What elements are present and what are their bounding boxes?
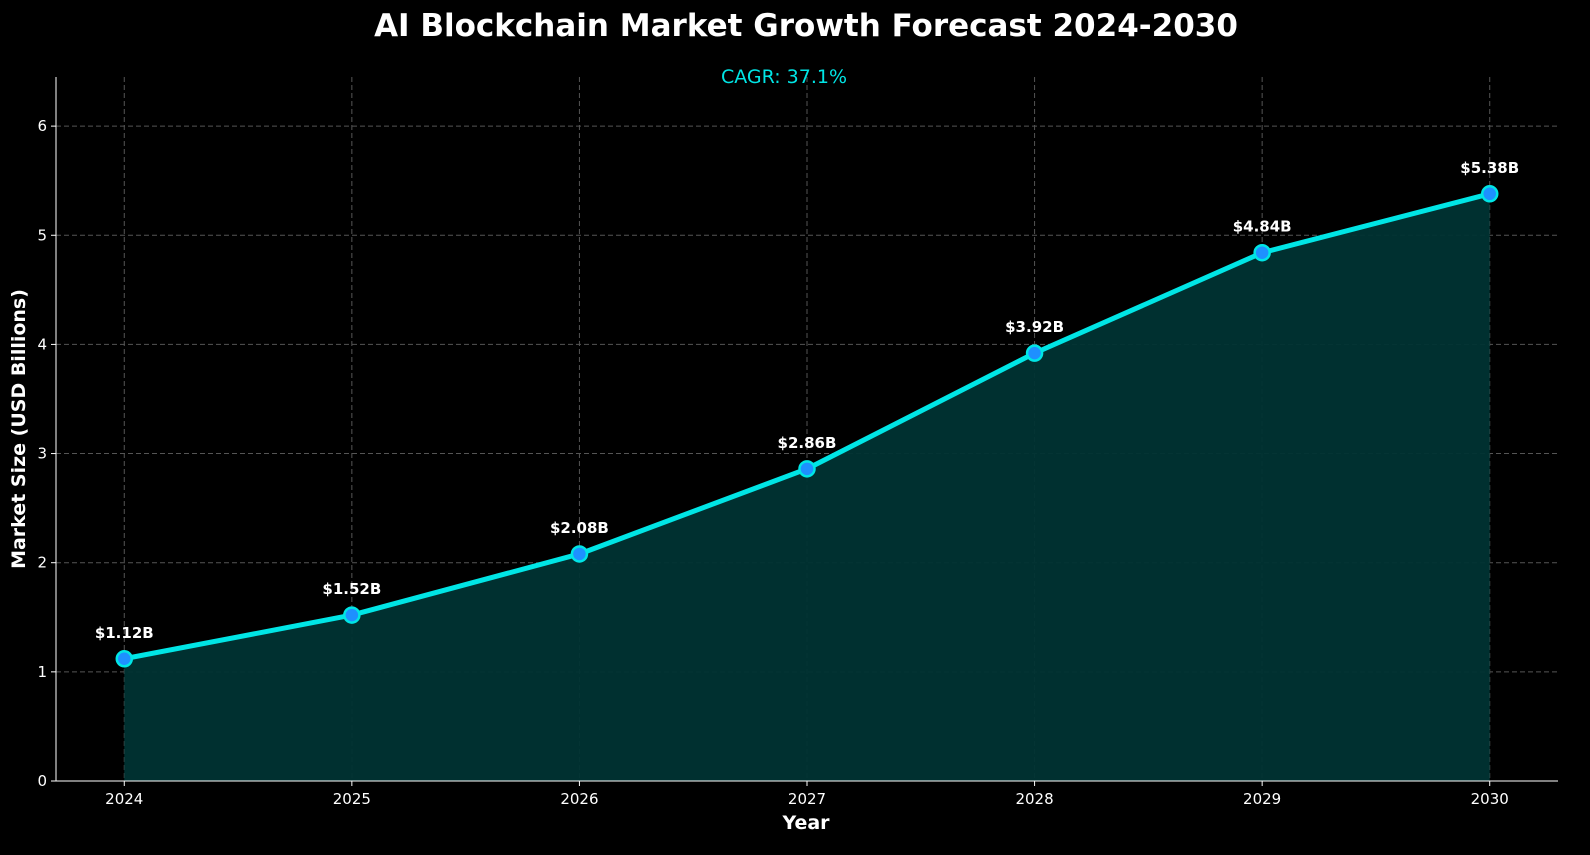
- data-label: $3.92B: [1005, 318, 1064, 336]
- data-point: [798, 460, 816, 478]
- y-tick-label: 6: [37, 117, 47, 135]
- x-tick-label: 2029: [1243, 790, 1281, 808]
- x-tick-label: 2030: [1471, 790, 1509, 808]
- y-tick-label: 1: [37, 663, 47, 681]
- x-tick-label: 2026: [560, 790, 598, 808]
- area-fill: [124, 193, 1490, 781]
- data-label: $2.08B: [550, 519, 609, 537]
- chart-subtitle: CAGR: 37.1%: [721, 66, 847, 88]
- marks: $1.12B $1.52B $2.08B $2.86B $3.92B $4.84B $5.3…: [95, 159, 1519, 668]
- chart-title: AI Blockchain Market Growth Forecast 202…: [374, 8, 1238, 44]
- x-tick-label: 2028: [1015, 790, 1053, 808]
- ticks: 0 1 2 3 4 5 6 2024 2025 2026 2027 2028 2029 2030: [37, 117, 1508, 808]
- data-label: $4.84B: [1233, 218, 1292, 236]
- data-point: [1025, 344, 1044, 362]
- x-tick-label: 2025: [333, 790, 371, 808]
- y-tick-label: 0: [37, 772, 47, 790]
- data-label: $1.12B: [95, 624, 154, 642]
- area-layer: [124, 193, 1490, 781]
- data-point: [343, 606, 361, 624]
- data-point: [1480, 185, 1499, 203]
- y-tick-label: 2: [37, 554, 47, 572]
- data-label: $2.86B: [778, 434, 837, 452]
- x-axis-label: Year: [781, 812, 830, 834]
- data-point: [570, 545, 589, 563]
- y-tick-label: 5: [37, 226, 47, 244]
- x-tick-label: 2024: [105, 790, 143, 808]
- y-axis-label: Market Size (USD Billions): [8, 289, 30, 569]
- data-label: $5.38B: [1460, 159, 1519, 177]
- y-tick-label: 4: [37, 335, 47, 353]
- data-point: [1253, 243, 1271, 262]
- data-point: [115, 650, 134, 668]
- y-tick-label: 3: [37, 445, 47, 463]
- data-label: $1.52B: [322, 580, 381, 598]
- x-tick-label: 2027: [788, 790, 826, 808]
